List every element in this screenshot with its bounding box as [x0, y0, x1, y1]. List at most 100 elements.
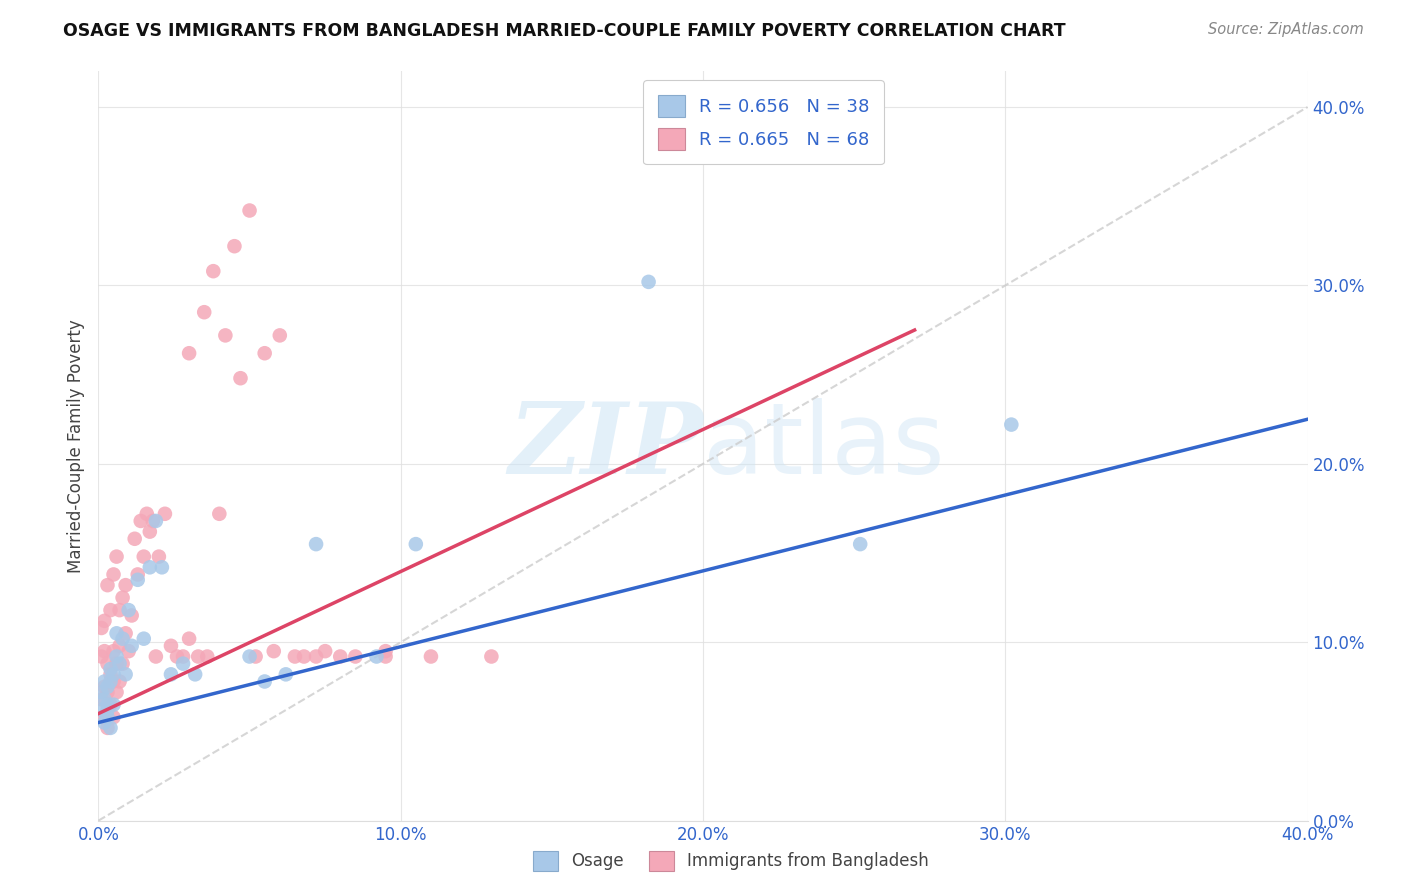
Point	[103, 698, 125, 712]
Point	[121, 608, 143, 623]
Point	[329, 649, 352, 664]
Point	[374, 644, 396, 658]
Point	[105, 549, 128, 564]
Point	[208, 507, 231, 521]
Point	[114, 626, 136, 640]
Point	[145, 514, 167, 528]
Point	[139, 560, 162, 574]
Point	[239, 649, 262, 664]
Point	[160, 639, 183, 653]
Point	[100, 674, 122, 689]
Point	[118, 644, 141, 658]
Text: Source: ZipAtlas.com: Source: ZipAtlas.com	[1208, 22, 1364, 37]
Point	[179, 346, 201, 360]
Text: atlas: atlas	[703, 398, 945, 494]
Point	[127, 567, 149, 582]
Point	[132, 632, 155, 646]
Point	[105, 685, 128, 699]
Point	[96, 703, 118, 717]
Point	[100, 603, 122, 617]
Point	[344, 649, 367, 664]
Point	[187, 649, 209, 664]
Point	[90, 685, 112, 699]
Point	[100, 667, 122, 681]
Point	[305, 649, 328, 664]
Point	[849, 537, 872, 551]
Point	[1000, 417, 1022, 432]
Point	[135, 507, 157, 521]
Point	[172, 657, 194, 671]
Point	[184, 667, 207, 681]
Point	[148, 549, 170, 564]
Point	[179, 632, 201, 646]
Point	[142, 514, 165, 528]
Point	[305, 537, 328, 551]
Point	[111, 632, 134, 646]
Point	[239, 203, 262, 218]
Y-axis label: Married-Couple Family Poverty: Married-Couple Family Poverty	[66, 319, 84, 573]
Point	[129, 514, 152, 528]
Point	[224, 239, 246, 253]
Point	[121, 639, 143, 653]
Point	[214, 328, 236, 343]
Point	[96, 721, 118, 735]
Point	[90, 621, 112, 635]
Point	[96, 685, 118, 699]
Point	[202, 264, 225, 278]
Point	[118, 603, 141, 617]
Text: ZIP: ZIP	[508, 398, 703, 494]
Point	[111, 591, 134, 605]
Point	[90, 692, 112, 706]
Point	[245, 649, 267, 664]
Point	[90, 649, 112, 664]
Point	[284, 649, 307, 664]
Point	[274, 667, 297, 681]
Point	[108, 639, 131, 653]
Point	[314, 644, 336, 658]
Point	[105, 626, 128, 640]
Point	[127, 573, 149, 587]
Point	[292, 649, 315, 664]
Point	[93, 680, 115, 694]
Point	[96, 657, 118, 671]
Point	[166, 649, 188, 664]
Point	[132, 549, 155, 564]
Point	[481, 649, 503, 664]
Legend: Osage, Immigrants from Bangladesh: Osage, Immigrants from Bangladesh	[524, 842, 938, 880]
Point	[229, 371, 252, 385]
Point	[374, 649, 396, 664]
Point	[96, 698, 118, 712]
Point	[105, 649, 128, 664]
Point	[103, 674, 125, 689]
Point	[145, 649, 167, 664]
Point	[100, 698, 122, 712]
Point	[96, 578, 118, 592]
Point	[160, 667, 183, 681]
Point	[124, 532, 146, 546]
Point	[93, 644, 115, 658]
Point	[637, 275, 659, 289]
Point	[105, 657, 128, 671]
Point	[96, 710, 118, 724]
Point	[93, 715, 115, 730]
Point	[108, 657, 131, 671]
Point	[93, 614, 115, 628]
Point	[195, 649, 218, 664]
Point	[100, 721, 122, 735]
Point	[103, 567, 125, 582]
Point	[90, 703, 112, 717]
Point	[103, 667, 125, 681]
Point	[420, 649, 443, 664]
Point	[96, 680, 118, 694]
Point	[139, 524, 162, 539]
Point	[108, 674, 131, 689]
Point	[114, 578, 136, 592]
Point	[193, 305, 215, 319]
Point	[103, 710, 125, 724]
Point	[253, 674, 276, 689]
Point	[366, 649, 388, 664]
Point	[93, 674, 115, 689]
Point	[172, 649, 194, 664]
Point	[93, 692, 115, 706]
Point	[150, 560, 173, 574]
